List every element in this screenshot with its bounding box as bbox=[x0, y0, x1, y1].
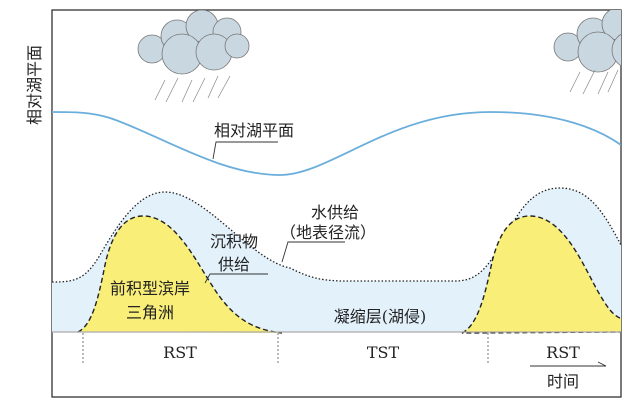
delta-sediment-area-1 bbox=[77, 215, 283, 334]
delta-sub-label: 三角洲 bbox=[126, 303, 174, 322]
sediment-supply-sub-label: 供给 bbox=[218, 255, 250, 274]
leader-lines bbox=[204, 141, 345, 284]
water-supply-curve bbox=[52, 187, 621, 283]
lake-level-label: 相对湖平面 bbox=[214, 121, 294, 140]
water-supply-sub-label: （地表径流） bbox=[280, 223, 376, 242]
water-supply-label: 水供给 bbox=[311, 203, 359, 222]
stage-rst-1: RST bbox=[163, 343, 197, 362]
rain-icon bbox=[154, 69, 619, 103]
stage-rst-2: RST bbox=[546, 343, 580, 362]
lake-level-curve bbox=[52, 111, 621, 176]
delta-sediment-area-2 bbox=[461, 215, 621, 334]
time-arrow-icon bbox=[530, 361, 607, 367]
time-label: 时间 bbox=[547, 372, 579, 391]
delta-label: 前积型滨岸 bbox=[110, 279, 190, 298]
stage-tst: TST bbox=[367, 343, 400, 362]
stage-dividers bbox=[82, 333, 489, 365]
y-axis-label: 相对湖平面 bbox=[25, 45, 44, 125]
condensed-layer-label: 凝缩层(湖侵) bbox=[334, 307, 427, 326]
sediment-supply-label: 沉积物 bbox=[210, 232, 258, 251]
